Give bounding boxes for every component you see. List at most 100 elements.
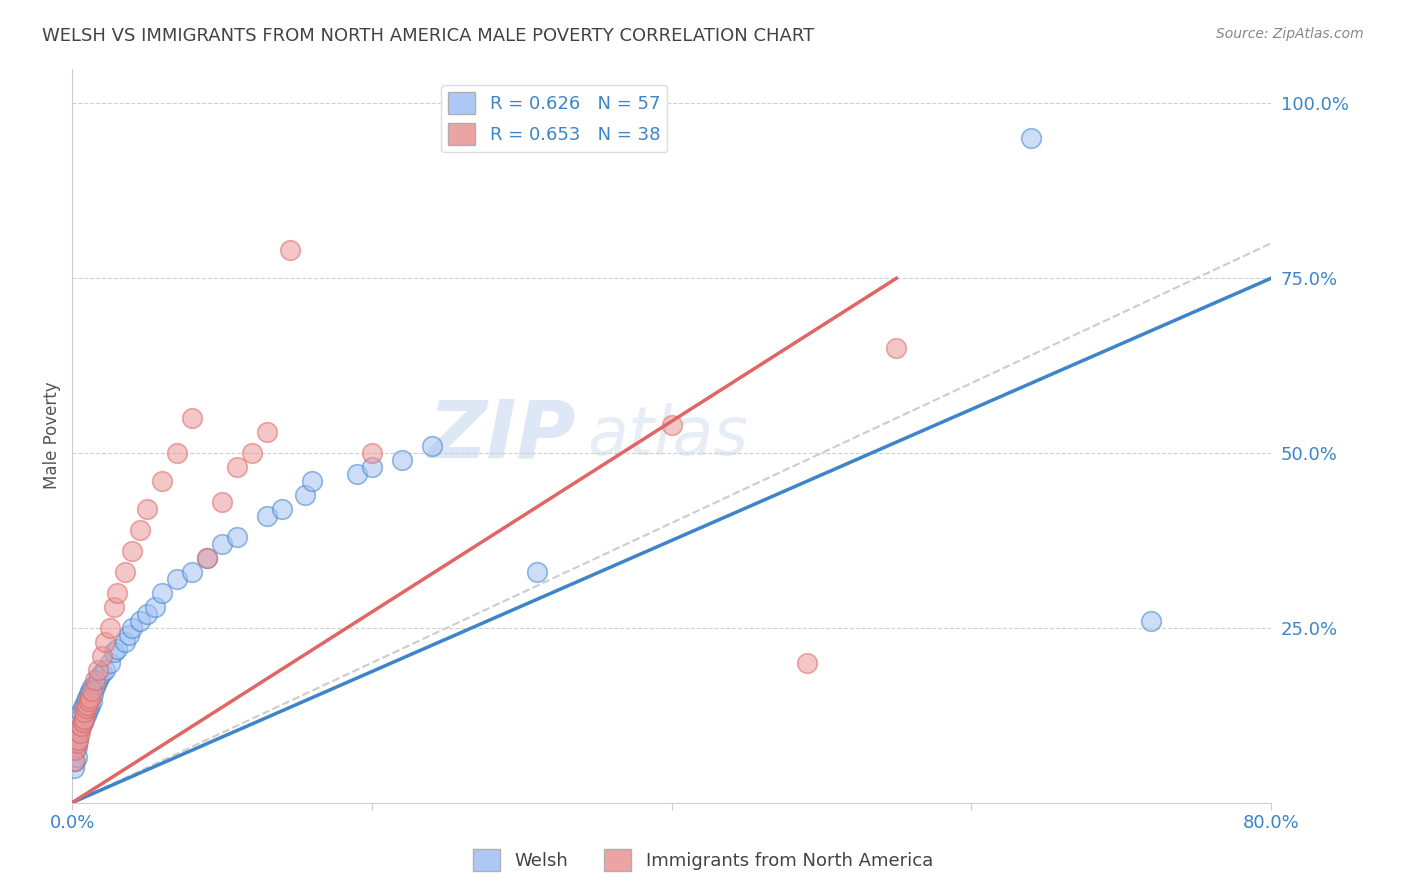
Point [77, 694, 100, 708]
Point [70, 719, 93, 733]
Point [69, 725, 91, 739]
Point [256, 508, 278, 523]
Point [76, 690, 98, 705]
Point [143, 599, 166, 614]
Point [121, 544, 143, 558]
Point [294, 488, 316, 502]
Point [271, 502, 294, 516]
Point [66, 739, 89, 754]
Point [73, 712, 96, 726]
Point [103, 645, 125, 659]
Point [166, 572, 188, 586]
Point [526, 565, 548, 579]
Point [82, 687, 104, 701]
Point [75, 694, 97, 708]
Point [79, 683, 101, 698]
Point [181, 411, 204, 425]
Point [256, 425, 278, 439]
Point [150, 474, 173, 488]
Point [796, 656, 818, 670]
Point [79, 690, 101, 705]
Point [420, 439, 443, 453]
Point [105, 641, 128, 656]
Point [346, 467, 368, 481]
Point [105, 586, 128, 600]
Point [89, 670, 111, 684]
Text: WELSH VS IMMIGRANTS FROM NORTH AMERICA MALE POVERTY CORRELATION CHART: WELSH VS IMMIGRANTS FROM NORTH AMERICA M… [42, 27, 814, 45]
Legend: Welsh, Immigrants from North America: Welsh, Immigrants from North America [465, 842, 941, 879]
Point [128, 614, 150, 628]
Point [94, 663, 117, 677]
Point [240, 446, 263, 460]
Point [150, 586, 173, 600]
Point [391, 453, 413, 467]
Point [75, 708, 97, 723]
Point [98, 656, 121, 670]
Point [103, 599, 125, 614]
Point [86, 673, 108, 688]
Point [72, 715, 94, 730]
Point [65, 754, 87, 768]
Point [76, 698, 98, 712]
Point [66, 736, 89, 750]
Point [1140, 614, 1163, 628]
Point [69, 712, 91, 726]
Point [226, 460, 249, 475]
Point [72, 701, 94, 715]
Point [1021, 131, 1043, 145]
Point [128, 523, 150, 537]
Point [661, 418, 683, 433]
Point [79, 698, 101, 712]
Point [67, 732, 90, 747]
Point [94, 635, 117, 649]
Point [91, 666, 114, 681]
Point [114, 565, 136, 579]
Legend: R = 0.626   N = 57, R = 0.653   N = 38: R = 0.626 N = 57, R = 0.653 N = 38 [441, 85, 668, 153]
Point [181, 565, 204, 579]
Point [886, 341, 908, 355]
Point [73, 705, 96, 719]
Point [77, 701, 100, 715]
Text: ZIP: ZIP [429, 397, 575, 475]
Point [62, 754, 84, 768]
Text: atlas: atlas [588, 402, 749, 468]
Point [69, 722, 91, 736]
Point [361, 446, 384, 460]
Point [211, 537, 233, 551]
Point [80, 694, 103, 708]
Point [136, 502, 159, 516]
Point [121, 621, 143, 635]
Point [83, 673, 105, 688]
Point [83, 680, 105, 694]
Text: Source: ZipAtlas.com: Source: ZipAtlas.com [1216, 27, 1364, 41]
Point [76, 705, 98, 719]
Point [75, 701, 97, 715]
Point [361, 460, 384, 475]
Point [67, 725, 90, 739]
Point [73, 698, 96, 712]
Point [73, 712, 96, 726]
Point [65, 743, 87, 757]
Point [211, 495, 233, 509]
Point [80, 683, 103, 698]
Point [91, 648, 114, 663]
Point [72, 715, 94, 730]
Point [301, 474, 323, 488]
Point [84, 677, 107, 691]
Point [66, 750, 89, 764]
Point [195, 550, 218, 565]
Point [77, 687, 100, 701]
Point [114, 635, 136, 649]
Point [70, 705, 93, 719]
Point [62, 761, 84, 775]
Point [67, 732, 90, 747]
Point [195, 550, 218, 565]
Point [118, 628, 141, 642]
Point [226, 530, 249, 544]
Point [136, 607, 159, 621]
Point [166, 446, 188, 460]
Point [70, 719, 93, 733]
Point [80, 680, 103, 694]
Y-axis label: Male Poverty: Male Poverty [44, 382, 60, 490]
Point [86, 663, 108, 677]
